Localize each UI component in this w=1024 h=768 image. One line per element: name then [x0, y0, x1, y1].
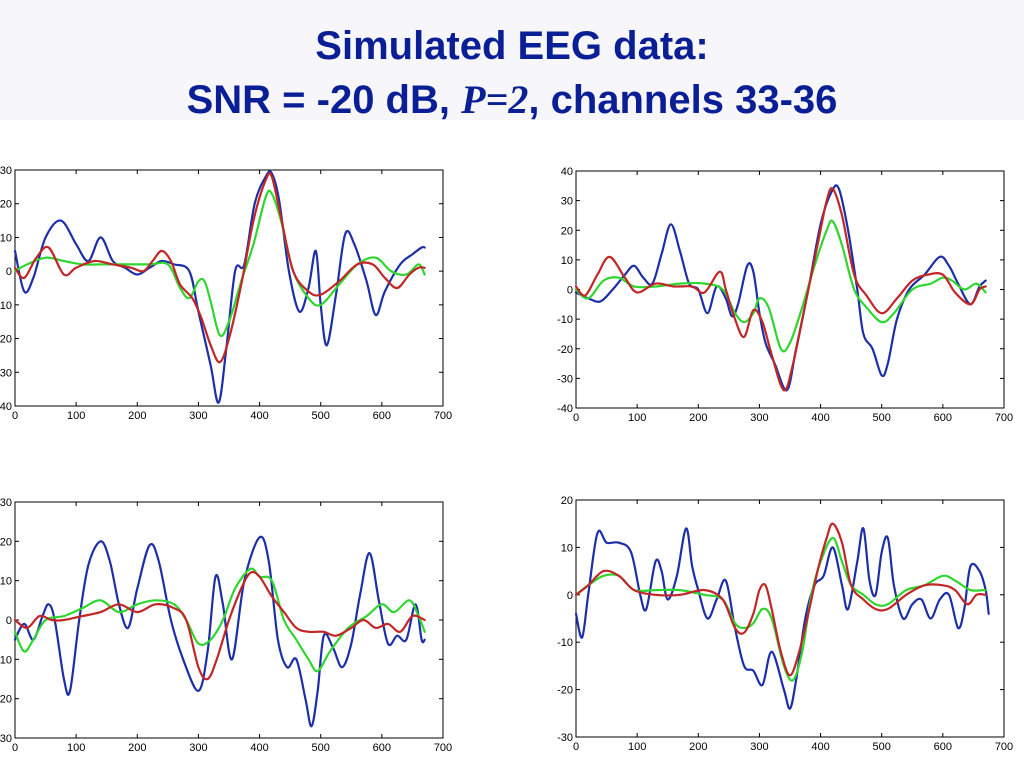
title-band [0, 0, 1024, 120]
x-tick-label: 300 [750, 741, 768, 753]
y-tick-label: -20 [0, 334, 12, 346]
x-tick-label: 400 [811, 741, 829, 753]
y-tick-label: 20 [0, 536, 12, 548]
x-tick-label: 400 [250, 410, 268, 422]
eeg-chart-channel-36: 0 100 200 300 400 500 600 700 -30 -20 -10 0 10 20 [557, 495, 1013, 753]
plot-frame [14, 169, 444, 407]
y-tick-label: 30 [0, 497, 12, 509]
x-tick-label: 100 [628, 741, 646, 753]
eeg-chart-channel-35: 0 100 200 300 400 500 600 700 -30 -20 -10 0 10 20 30 [0, 497, 452, 754]
x-tick-label: 100 [628, 412, 646, 424]
y-tick-label: -20 [557, 344, 573, 356]
x-tick-label: 700 [995, 412, 1013, 424]
eeg-series-red [13, 570, 426, 681]
y-tick-label: -40 [0, 401, 12, 413]
x-tick-label: 500 [873, 741, 891, 753]
y-tick-label: -30 [557, 373, 573, 385]
x-tick-label: 400 [250, 742, 268, 754]
y-tick-label: -30 [0, 733, 12, 745]
y-tick-label: 0 [6, 615, 12, 627]
eeg-series-blue [574, 184, 987, 392]
y-tick-label: 30 [0, 165, 12, 177]
y-tick-label: 10 [561, 542, 573, 554]
x-tick-label: 100 [67, 742, 85, 754]
y-tick-label: 10 [0, 576, 12, 588]
y-tick-label: 0 [6, 266, 12, 278]
x-tick-label: 700 [434, 410, 452, 422]
plot-frame [575, 499, 1005, 738]
x-tick-label: 600 [373, 410, 391, 422]
y-tick-label: -30 [0, 367, 12, 379]
x-tick-label: 200 [128, 742, 146, 754]
y-tick-label: -40 [557, 403, 573, 415]
x-tick-label: 0 [573, 741, 579, 753]
x-tick-label: 200 [689, 741, 707, 753]
x-tick-label: 500 [312, 410, 330, 422]
y-tick-label: -30 [557, 732, 573, 744]
y-tick-label: 40 [561, 166, 573, 178]
eeg-series-red [574, 187, 987, 392]
title-snr-text: SNR = -20 dB, [186, 78, 462, 122]
eeg-series-green [574, 219, 987, 353]
x-tick-label: 600 [934, 412, 952, 424]
x-tick-label: 300 [750, 412, 768, 424]
y-tick-label: -20 [557, 685, 573, 697]
y-tick-label: -20 [0, 694, 12, 706]
slide-title-line-2: SNR = -20 dB, P=2, channels 33-36 [0, 77, 1024, 123]
x-tick-label: 300 [189, 410, 207, 422]
y-tick-label: -10 [0, 300, 12, 312]
x-tick-label: 600 [934, 741, 952, 753]
x-tick-label: 300 [189, 742, 207, 754]
y-tick-label: 10 [0, 232, 12, 244]
y-tick-label: -10 [557, 314, 573, 326]
x-tick-label: 200 [689, 412, 707, 424]
y-tick-label: 30 [561, 196, 573, 208]
x-tick-label: 200 [128, 410, 146, 422]
x-tick-label: 500 [873, 412, 891, 424]
x-tick-label: 600 [373, 742, 391, 754]
eeg-series-red [574, 522, 987, 677]
eeg-chart-channel-33: 0 100 200 300 400 500 600 700 -40 -30 -20 -10 0 10 20 3… [0, 165, 452, 422]
x-tick-label: 0 [12, 742, 18, 754]
eeg-series-red [13, 172, 426, 364]
title-param-text: P=2 [461, 77, 529, 122]
y-tick-label: 20 [561, 225, 573, 237]
y-tick-label: 10 [561, 255, 573, 267]
eeg-series-blue [13, 535, 426, 728]
y-tick-label: -10 [0, 654, 12, 666]
y-tick-label: 0 [567, 285, 573, 297]
x-tick-label: 700 [995, 741, 1013, 753]
eeg-chart-channel-34: 0 100 200 300 400 500 600 700 -40 -30 -20 -10 0 10 20 3… [557, 166, 1013, 424]
y-tick-label: 20 [0, 199, 12, 211]
x-tick-label: 100 [67, 410, 85, 422]
slide-title-line-1: Simulated EEG data: [315, 24, 709, 68]
x-tick-label: 500 [312, 742, 330, 754]
y-tick-label: -10 [557, 637, 573, 649]
eeg-series-green [13, 567, 426, 673]
y-tick-label: 0 [567, 590, 573, 602]
plot-frame [575, 170, 1005, 409]
x-tick-label: 400 [811, 412, 829, 424]
x-tick-label: 700 [434, 742, 452, 754]
x-tick-label: 0 [573, 412, 579, 424]
y-tick-label: 20 [561, 495, 573, 507]
title-channels-text: , channels 33-36 [528, 78, 838, 122]
eeg-series-blue [574, 527, 990, 710]
x-tick-label: 0 [12, 410, 18, 422]
